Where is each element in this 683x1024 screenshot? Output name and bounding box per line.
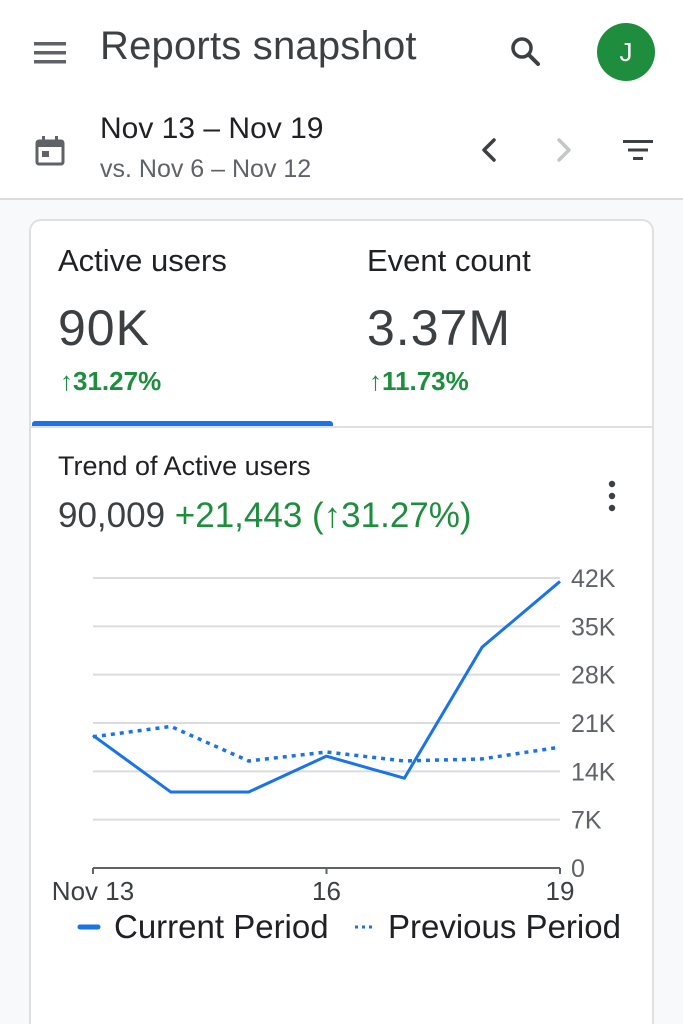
trend-title: Trend of Active users [58,451,311,481]
y-tick-label: 21K [571,710,616,738]
calendar-icon[interactable] [34,135,66,167]
trend-summary: 90,009 +21,443 (↑31.27%) [58,496,472,536]
metric-label: Event count [367,243,531,278]
comparison-range-label: vs. Nov 6 – Nov 12 [100,155,312,183]
trend-delta: +21,443 [174,496,303,535]
date-range-bar: Nov 13 – Nov 19 vs. Nov 6 – Nov 12 [0,100,683,200]
y-tick-label: 0 [571,855,585,883]
more-vert-icon[interactable] [596,476,628,516]
x-tick-label: Nov 13 [52,876,134,906]
metric-value: 3.37M [367,300,511,356]
selected-tab-indicator [32,421,333,426]
chevron-left-icon[interactable] [470,130,510,170]
metric-value: 90K [58,300,150,356]
avatar[interactable]: J [597,23,655,81]
y-tick-label: 35K [571,613,616,641]
current-period-line [92,580,561,794]
page-title: Reports snapshot [100,24,417,68]
legend-label-current: Current Period [114,908,329,945]
y-tick-label: 42K [571,565,616,593]
tab-divider [31,426,652,428]
y-tick-label: 7K [571,807,602,835]
metric-label: Active users [58,243,227,278]
y-tick-label: 28K [571,662,616,690]
trend-percent: (↑31.27%) [312,496,472,535]
metric-tab-event-count[interactable]: Event count 3.37M ↑11.73% [333,221,654,426]
metric-change: ↑11.73% [369,366,469,396]
y-tick-label: 14K [571,758,616,786]
metric-change: ↑31.27% [60,366,162,396]
metric-tab-active-users[interactable]: Active users 90K ↑31.27% [31,221,333,426]
report-card: Active users 90K ↑31.27% Event count 3.3… [29,219,654,1024]
trend-total: 90,009 [58,496,166,535]
legend-label-previous: Previous Period [388,908,621,945]
previous-period-line [92,724,561,763]
date-range-label[interactable]: Nov 13 – Nov 19 [100,112,324,145]
x-tick-label: 16 [312,876,341,906]
menu-icon[interactable] [30,33,70,73]
chevron-right-icon[interactable] [543,130,583,170]
filter-icon[interactable] [617,130,661,170]
x-tick-label: 19 [546,876,575,906]
app-header: Reports snapshot J [0,0,683,100]
search-icon[interactable] [504,30,548,74]
